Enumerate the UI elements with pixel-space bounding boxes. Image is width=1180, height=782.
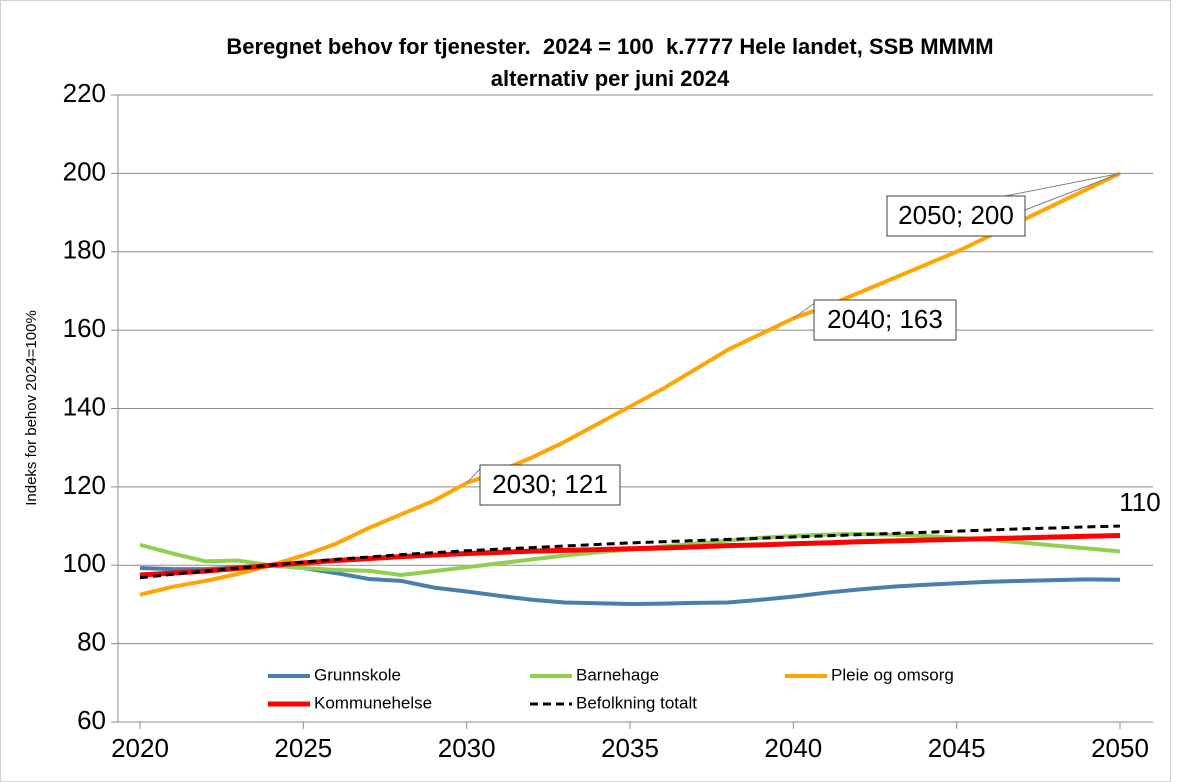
data-label: 2040; 163 xyxy=(827,304,943,334)
y-tick-label: 160 xyxy=(63,313,106,343)
chart-title: Beregnet behov for tjenester. 2024 = 100… xyxy=(226,34,993,59)
x-tick-label: 2035 xyxy=(601,733,659,763)
legend-label: Befolkning totalt xyxy=(576,693,697,712)
x-tick-label: 2030 xyxy=(438,733,496,763)
callout-leader xyxy=(1024,172,1121,211)
legend-label: Pleie og omsorg xyxy=(831,665,954,684)
y-tick-label: 60 xyxy=(77,705,106,735)
callout-leader xyxy=(793,301,817,319)
y-tick-label: 80 xyxy=(77,627,106,657)
x-tick-label: 2050 xyxy=(1091,733,1149,763)
x-tick-label: 2045 xyxy=(928,733,986,763)
y-tick-label: 200 xyxy=(63,156,106,186)
x-tick-label: 2025 xyxy=(274,733,332,763)
callout-box xyxy=(813,299,957,341)
y-tick-label: 120 xyxy=(63,470,106,500)
y-tick-label: 100 xyxy=(63,548,106,578)
x-tick-label: 2040 xyxy=(764,733,822,763)
y-tick-label: 220 xyxy=(63,78,106,108)
series-line xyxy=(139,171,1121,597)
legend-label: Kommunehelse xyxy=(314,693,432,712)
data-label: 2030; 121 xyxy=(492,469,608,499)
legend-label: Barnehage xyxy=(576,665,659,684)
y-tick-label: 180 xyxy=(63,235,106,265)
chart-title: alternativ per juni 2024 xyxy=(491,66,730,91)
series-line xyxy=(139,532,1121,578)
x-tick-label: 2020 xyxy=(111,733,169,763)
callout-box xyxy=(886,195,1026,237)
y-tick-label: 140 xyxy=(63,391,106,421)
legend-label: Grunnskole xyxy=(314,665,401,684)
callout-leader xyxy=(466,466,483,484)
y-axis-label: Indeks for behov 2024=100% xyxy=(23,310,40,506)
callout-leader xyxy=(1004,172,1121,197)
data-label: 110 xyxy=(1119,487,1160,517)
data-label: 2050; 200 xyxy=(898,200,1014,230)
callout-box xyxy=(479,464,621,506)
